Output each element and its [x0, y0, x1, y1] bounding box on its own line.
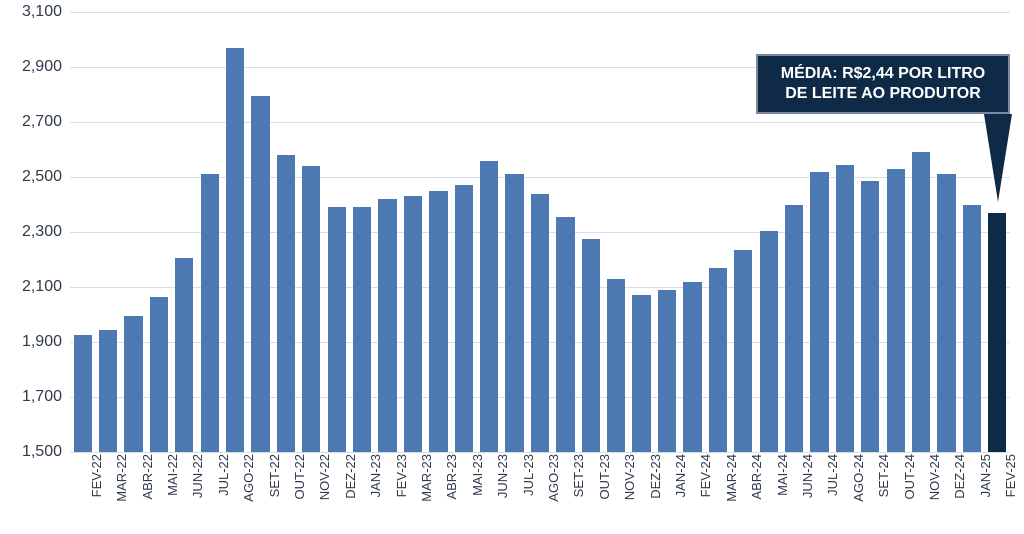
- x-tick-label: JUL-24: [825, 454, 840, 500]
- x-tick-label: AGO-24: [851, 454, 866, 506]
- y-tick-label: 2,300: [0, 223, 62, 241]
- bar: [378, 199, 396, 452]
- x-tick-label: JUL-22: [216, 454, 231, 500]
- bar: [505, 174, 523, 452]
- bar: [988, 213, 1006, 452]
- bar: [74, 335, 92, 452]
- y-tick-label: 2,700: [0, 113, 62, 131]
- x-tick-label: ABR-24: [749, 454, 764, 504]
- x-tick-label: FEV-22: [89, 454, 104, 501]
- bar: [912, 152, 930, 452]
- x-tick-label: DEZ-22: [343, 454, 358, 503]
- bar: [632, 295, 650, 452]
- average-price-callout: MÉDIA: R$2,44 POR LITRO DE LEITE AO PROD…: [756, 54, 1010, 114]
- callout-pointer-icon: [984, 114, 1012, 202]
- bar: [683, 282, 701, 453]
- x-tick-label: MAI-24: [775, 454, 790, 500]
- x-tick-label: MAI-23: [470, 454, 485, 500]
- bar: [201, 174, 219, 452]
- bar: [531, 194, 549, 453]
- y-gridline: [70, 452, 1010, 453]
- x-tick-label: NOV-23: [622, 454, 637, 504]
- bar: [810, 172, 828, 453]
- bar: [251, 96, 269, 452]
- milk-price-bar-chart: 1,500 1,700 1,900 2,100 2,300 2,500 2,700 2,900…: [0, 0, 1024, 534]
- x-tick-label: JUN-22: [190, 454, 205, 502]
- bar: [963, 205, 981, 453]
- x-tick-label: JUL-23: [521, 454, 536, 500]
- bar: [175, 258, 193, 452]
- x-tick-label: NOV-24: [927, 454, 942, 504]
- bar: [836, 165, 854, 452]
- x-tick-label: AGO-23: [546, 454, 561, 506]
- x-tick-label: JUN-24: [800, 454, 815, 502]
- y-tick-label: 3,100: [0, 3, 62, 21]
- x-tick-label: MAR-23: [419, 454, 434, 506]
- x-tick-label: ABR-23: [444, 454, 459, 504]
- bar: [99, 330, 117, 452]
- x-tick-label: AGO-22: [241, 454, 256, 506]
- bar: [429, 191, 447, 452]
- x-tick-label: JAN-25: [978, 454, 993, 501]
- bar: [582, 239, 600, 452]
- y-tick-label: 1,500: [0, 443, 62, 461]
- x-tick-label: FEV-24: [698, 454, 713, 501]
- bar: [785, 205, 803, 453]
- y-tick-label: 2,100: [0, 278, 62, 296]
- bar: [887, 169, 905, 452]
- x-tick-label: NOV-22: [317, 454, 332, 504]
- x-tick-label: DEZ-24: [952, 454, 967, 503]
- y-tick-label: 1,900: [0, 333, 62, 351]
- bar: [607, 279, 625, 452]
- x-tick-label: OUT-24: [902, 454, 917, 504]
- callout-line-2: DE LEITE AO PRODUTOR: [785, 85, 981, 102]
- bar: [861, 181, 879, 452]
- x-tick-label: SET-24: [876, 454, 891, 501]
- bar: [937, 174, 955, 452]
- bar: [455, 185, 473, 452]
- x-tick-label: JAN-24: [673, 454, 688, 501]
- bar: [277, 155, 295, 452]
- bar: [328, 207, 346, 452]
- y-tick-label: 2,500: [0, 168, 62, 186]
- y-tick-label: 2,900: [0, 58, 62, 76]
- x-tick-label: SET-22: [267, 454, 282, 501]
- bar: [226, 48, 244, 452]
- bar: [709, 268, 727, 452]
- bar: [150, 297, 168, 452]
- x-tick-label: OUT-23: [597, 454, 612, 504]
- x-tick-label: MAI-22: [165, 454, 180, 500]
- bar: [480, 161, 498, 453]
- x-tick-label: JAN-23: [368, 454, 383, 501]
- bar: [760, 231, 778, 452]
- x-tick-label: MAR-24: [724, 454, 739, 506]
- y-tick-label: 1,700: [0, 388, 62, 406]
- callout-line-1: MÉDIA: R$2,44 POR LITRO: [781, 65, 985, 82]
- bar: [658, 290, 676, 452]
- bar: [124, 316, 142, 452]
- x-tick-label: FEV-23: [394, 454, 409, 501]
- x-tick-label: DEZ-23: [648, 454, 663, 503]
- bar: [404, 196, 422, 452]
- x-tick-label: OUT-22: [292, 454, 307, 504]
- x-tick-label: MAR-22: [114, 454, 129, 506]
- x-tick-label: FEV-25: [1003, 454, 1018, 501]
- x-tick-label: SET-23: [571, 454, 586, 501]
- x-tick-label: ABR-22: [140, 454, 155, 504]
- x-axis-ticks: FEV-22 MAR-22 ABR-22 MAI-22 JUN-22 JUL-22 AGO-…: [70, 454, 1010, 532]
- bar: [556, 217, 574, 452]
- bar: [302, 166, 320, 452]
- bar: [353, 207, 371, 452]
- x-tick-label: JUN-23: [495, 454, 510, 502]
- bar: [734, 250, 752, 452]
